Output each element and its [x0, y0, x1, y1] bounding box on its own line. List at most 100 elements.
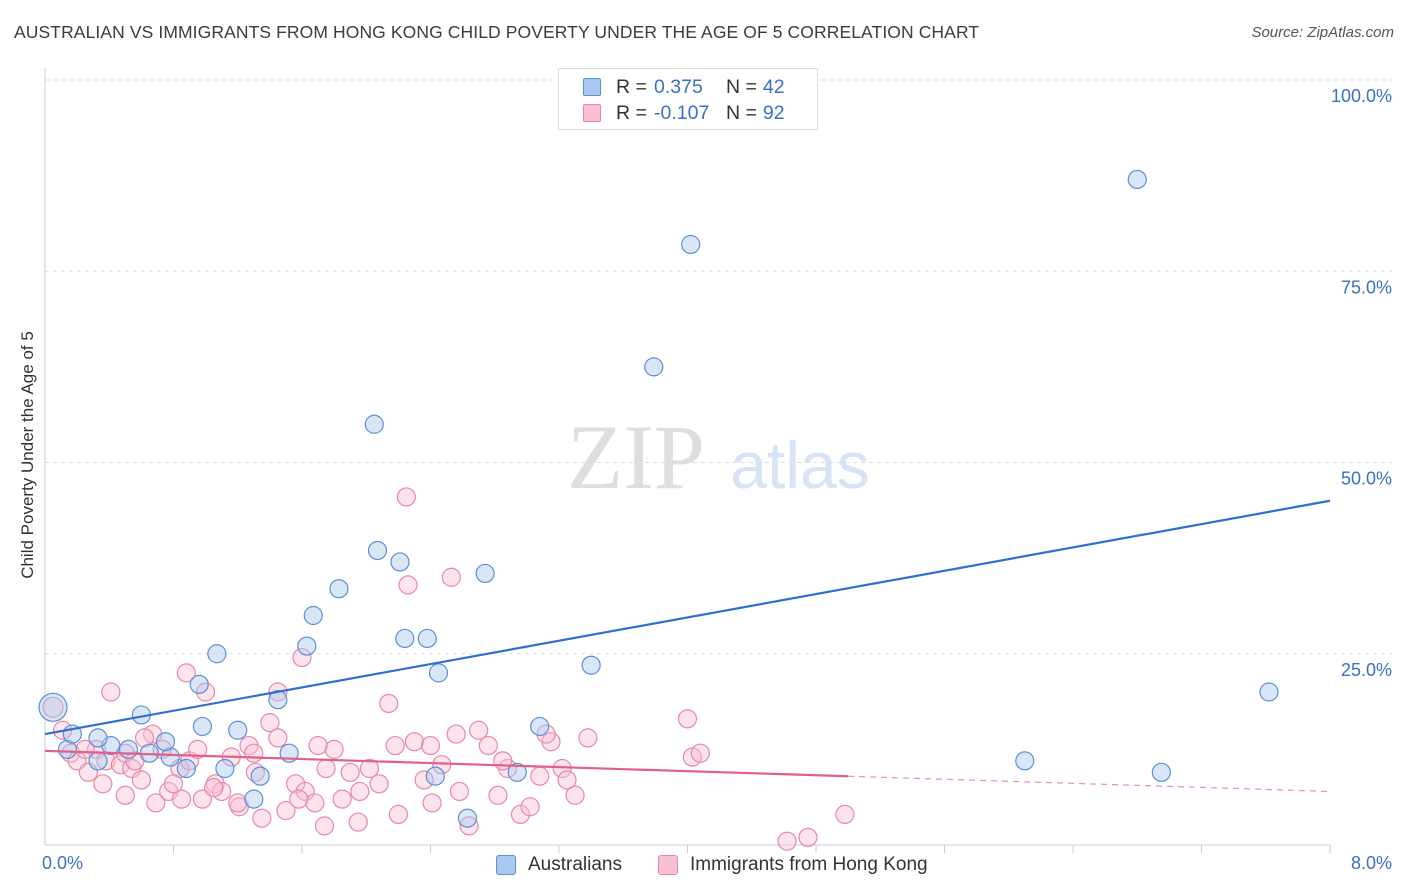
correlation-legend: R = 0.375 N = 42 R = -0.107 N = 92: [558, 68, 818, 130]
point-australians: [207, 644, 227, 664]
point-hong-kong: [131, 770, 151, 790]
y-tick-label: 50.0%: [1341, 469, 1392, 489]
x-tick-label: 8.0%: [1351, 853, 1392, 873]
point-australians: [507, 762, 527, 782]
point-australians: [57, 739, 78, 759]
point-hong-kong: [459, 816, 479, 836]
point-hong-kong: [276, 800, 296, 821]
legend-n-label: N =: [726, 75, 757, 98]
point-hong-kong: [777, 831, 797, 851]
point-australians: [297, 636, 317, 656]
point-australians: [417, 628, 437, 649]
point-hong-kong: [469, 720, 489, 740]
point-hong-kong: [449, 781, 470, 802]
point-australians: [367, 540, 388, 561]
point-hong-kong: [260, 712, 280, 733]
trend-lines: [44, 499, 1331, 793]
tick-labels: 25.0% 50.0% 75.0% 100.0% 0.0% 8.0%: [42, 86, 1392, 873]
source-label: Source: ZipAtlas.com: [1251, 24, 1394, 41]
point-hong-kong: [441, 567, 461, 587]
point-australians: [681, 234, 701, 255]
point-australians: [364, 414, 384, 434]
point-hong-kong: [314, 816, 335, 836]
point-hong-kong: [446, 724, 466, 744]
point-hong-kong: [536, 724, 556, 744]
point-hong-kong: [557, 770, 577, 790]
point-hong-kong: [332, 789, 352, 809]
point-hong-kong: [146, 793, 166, 813]
axes: [44, 68, 1331, 853]
point-hong-kong: [285, 774, 306, 794]
point-hong-kong: [187, 739, 208, 759]
point-hong-kong: [176, 663, 196, 683]
point-australians: [1259, 682, 1279, 702]
point-australians: [155, 732, 176, 752]
point-australians: [530, 716, 550, 737]
point-australians: [189, 674, 209, 694]
bottom-legend-swatch-hong-kong: [658, 855, 678, 875]
point-australians: [1015, 751, 1035, 771]
point-hong-kong: [42, 696, 64, 718]
bottom-legend-label: Immigrants from Hong Kong: [690, 854, 928, 875]
legend-r-value: -0.107: [654, 101, 710, 124]
point-australians: [390, 552, 410, 572]
point-hong-kong: [420, 735, 441, 756]
point-hong-kong: [493, 751, 513, 771]
point-hong-kong: [379, 693, 399, 714]
point-hong-kong: [292, 647, 312, 668]
bottom-legend-hong-kong: Immigrants from Hong Kong: [658, 852, 928, 878]
point-hong-kong: [115, 785, 135, 805]
watermark-zip: ZIP: [567, 406, 705, 508]
point-australians: [428, 663, 449, 683]
bottom-legend-swatch-australians: [496, 855, 516, 875]
point-hong-kong: [101, 682, 121, 702]
legend-r-label: R =: [616, 101, 647, 124]
legend-n-label: N =: [726, 101, 757, 124]
chart-title: AUSTRALIAN VS IMMIGRANTS FROM HONG KONG …: [14, 22, 980, 42]
point-hong-kong: [93, 774, 113, 794]
point-hong-kong: [308, 735, 328, 756]
point-hong-kong: [798, 827, 818, 847]
bottom-legend-label: Australians: [528, 854, 622, 875]
point-australians: [38, 692, 68, 722]
point-hong-kong: [359, 758, 380, 779]
point-australians: [88, 751, 108, 771]
x-tick-label: 0.0%: [42, 853, 83, 873]
point-hong-kong: [578, 728, 598, 748]
point-hong-kong: [324, 739, 344, 759]
trend-line-hong-kong-extrapolated: [848, 775, 1331, 793]
point-hong-kong: [422, 793, 442, 813]
legend-swatch-australians: [583, 78, 601, 96]
point-hong-kong: [520, 797, 540, 817]
point-hong-kong: [488, 785, 508, 805]
point-hong-kong: [316, 758, 336, 779]
point-australians: [228, 720, 248, 740]
y-tick-label: 100.0%: [1331, 86, 1392, 106]
legend-swatch-hong-kong: [583, 104, 601, 122]
point-hong-kong: [252, 808, 272, 828]
point-hong-kong: [163, 774, 184, 794]
point-australians: [250, 766, 270, 786]
point-hong-kong: [690, 743, 710, 763]
point-australians: [88, 728, 108, 748]
point-australians: [192, 716, 213, 737]
legend-r-value: 0.375: [654, 75, 703, 98]
point-hong-kong: [348, 812, 368, 832]
point-hong-kong: [289, 789, 309, 809]
gridlines: [45, 79, 1392, 655]
point-hong-kong: [398, 575, 418, 595]
series-hong-kong-points: [42, 487, 855, 851]
point-hong-kong: [228, 793, 248, 813]
point-hong-kong: [110, 755, 131, 775]
point-hong-kong: [530, 766, 550, 786]
point-hong-kong: [388, 804, 408, 825]
point-australians: [215, 758, 235, 779]
point-hong-kong: [835, 804, 855, 825]
point-australians: [176, 758, 196, 779]
point-hong-kong: [196, 682, 216, 702]
point-australians: [303, 605, 323, 626]
point-hong-kong: [171, 789, 192, 809]
point-hong-kong: [244, 743, 264, 763]
point-hong-kong: [404, 732, 425, 752]
